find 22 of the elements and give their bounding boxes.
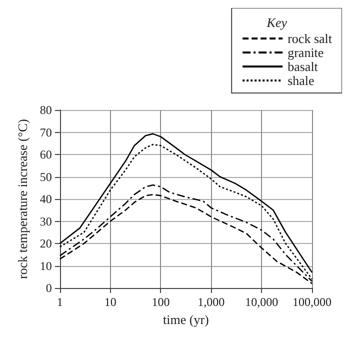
- y-tick-label: 70: [40, 125, 52, 140]
- x-tick-label: 10: [104, 295, 116, 309]
- y-tick-label: 50: [40, 170, 52, 184]
- x-tick-label: 1,000: [198, 295, 225, 309]
- y-axis-title: rock temperature increase (°C): [15, 118, 30, 280]
- legend-label: shale: [288, 73, 315, 88]
- y-tick-label: 30: [40, 214, 52, 228]
- y-tick-label: 0: [46, 281, 52, 295]
- y-tick-label: 10: [40, 258, 52, 273]
- legend-title: Key: [266, 15, 288, 30]
- y-tick-label: 40: [40, 192, 52, 206]
- y-tick-label: 60: [40, 148, 52, 162]
- y-tick-label: 80: [40, 103, 52, 117]
- legend-label: granite: [288, 45, 324, 60]
- x-axis-title: time (yr): [163, 312, 209, 327]
- x-tick-label: 1: [56, 295, 63, 309]
- y-tick-label: 20: [40, 236, 52, 250]
- legend-label: basalt: [288, 59, 318, 74]
- x-tick-label: 10,000: [245, 295, 278, 309]
- legend-label: rock salt: [288, 31, 332, 46]
- x-tick-label: 100: [152, 295, 170, 309]
- x-tick-label: 100,000: [292, 295, 332, 309]
